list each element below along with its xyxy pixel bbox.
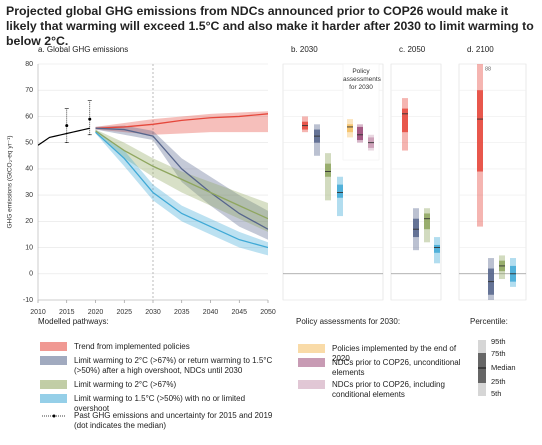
y-axis-label: GHG emissions (GtCO₂-eq yr⁻¹) (7, 136, 14, 229)
x-tick-label: 2030 (145, 309, 161, 316)
plot-area (477, 64, 516, 300)
legend-swatch (298, 358, 325, 367)
box-body (402, 108, 408, 133)
x-tick-label: 2045 (231, 309, 247, 316)
box-body (325, 163, 331, 177)
legend-label: Limit warming to 2°C (>67%) (74, 379, 177, 389)
plot-area (302, 116, 374, 217)
y-tick-label: 0 (29, 271, 33, 278)
page-title: Projected global GHG emissions from NDCs… (6, 4, 534, 48)
swatch-line (298, 362, 325, 364)
legend-label: Past GHG emissions and uncertainty for 2… (74, 411, 273, 430)
legend-label: NDCs prior to COP26, including condition… (332, 379, 445, 399)
plot-area (38, 111, 268, 256)
median-line (95, 113, 268, 129)
y-tick-label: 10 (25, 244, 33, 251)
legend-label: Limit warming to 2°C (>67%) or return wa… (74, 355, 273, 375)
panel-frame (390, 63, 442, 301)
legend-label: NDCs prior to COP26, unconditional eleme… (332, 357, 461, 377)
value-label: 88 (485, 66, 491, 72)
box-body (337, 184, 343, 198)
y-tick-label: 50 (25, 140, 33, 147)
box-body (424, 213, 430, 230)
y-tick-label: 30 (25, 192, 33, 199)
x-tick-label: 2035 (174, 309, 190, 316)
box-body (347, 124, 353, 133)
y-tick-label: 60 (25, 113, 33, 120)
percentile-label: 25th (491, 377, 506, 386)
box-body (357, 126, 363, 141)
percentile-label: 95th (491, 337, 506, 346)
legend-swatch (40, 394, 67, 403)
x-tick-label: 2020 (88, 309, 104, 316)
history-line (38, 127, 90, 146)
swatch-line (40, 384, 67, 386)
inset-label: Policy assessments for 2030 (343, 68, 381, 91)
y-tick-label: 80 (25, 61, 33, 68)
legend-swatch (40, 356, 67, 365)
panel-title: a. Global GHG emissions (38, 45, 128, 54)
box-body (477, 90, 483, 172)
panel-title: d. 2100 (467, 45, 494, 54)
legend-swatch (40, 380, 67, 389)
legend-title: Modelled pathways: (38, 317, 109, 326)
percentile-label: 5th (491, 389, 501, 398)
median-dot (88, 117, 92, 121)
swatch-line (298, 348, 325, 350)
y-tick-label: 40 (25, 166, 33, 173)
box-body (434, 244, 440, 253)
swatch-line (298, 384, 325, 386)
percentile-label: Median (491, 363, 516, 372)
legend-swatch (298, 344, 325, 353)
panel-title: c. 2050 (399, 45, 426, 54)
uncertainty-band (95, 129, 268, 232)
swatch-line (40, 360, 67, 362)
legend-history-dot (52, 414, 56, 418)
x-tick-label: 2040 (203, 309, 219, 316)
median-line (95, 130, 268, 220)
x-tick-label: 2015 (59, 309, 75, 316)
x-tick-label: 2025 (116, 309, 132, 316)
legend-title: Policy assessments for 2030: (296, 317, 401, 326)
median-line (95, 127, 268, 230)
plot-area (402, 98, 440, 264)
legend-title: Percentile: (470, 317, 508, 326)
x-tick-label: 2050 (260, 309, 276, 316)
legend-swatch (40, 342, 67, 351)
legend-label: Trend from implemented policies (74, 341, 190, 351)
legend-swatch (298, 380, 325, 389)
uncertainty-band (95, 125, 268, 240)
legend-label: Policies implemented by the end of 2020 (332, 343, 457, 363)
median-dot (65, 124, 69, 128)
y-tick-label: 20 (25, 218, 33, 225)
x-tick-label: 2010 (30, 309, 46, 316)
box-body (413, 218, 419, 238)
swatch-line (40, 398, 67, 400)
percentile-label: 75th (491, 349, 506, 358)
panel-title: b. 2030 (291, 45, 318, 54)
legend-label: Limit warming to 1.5°C (>50%) with no or… (74, 393, 246, 413)
y-tick-label: 70 (25, 87, 33, 94)
y-tick-label: -10 (23, 297, 33, 304)
swatch-line (40, 346, 67, 348)
median-line (95, 131, 268, 249)
